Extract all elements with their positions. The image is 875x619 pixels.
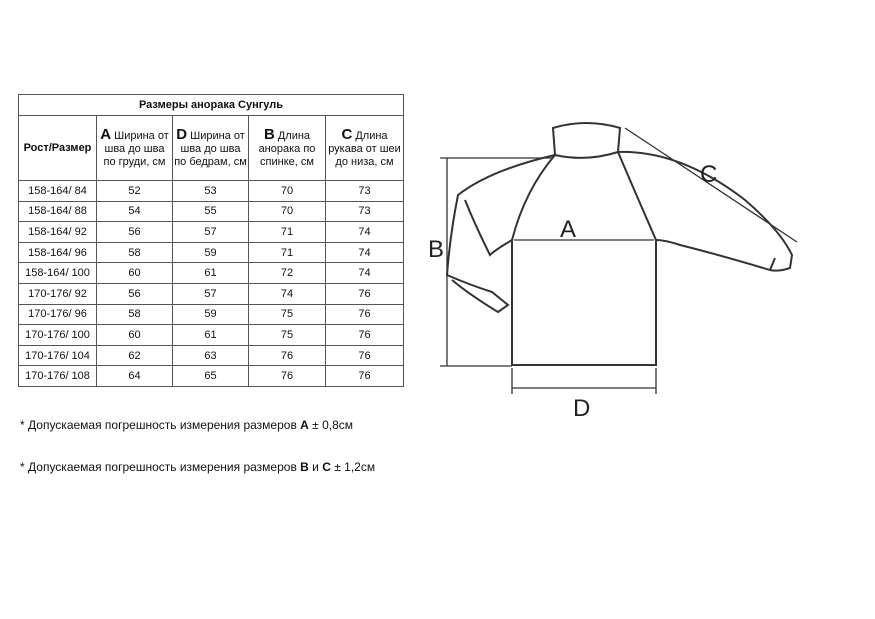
table-cell: 170-176/ 104 [18, 344, 97, 367]
table-cell: 74 [325, 241, 404, 264]
table-cell: 76 [325, 365, 404, 387]
header-d: D Ширина от шва до шва по бедрам, см [172, 115, 249, 181]
anorak-outline [445, 122, 794, 366]
table-cell: 158-164/ 84 [18, 180, 97, 202]
table-cell: 65 [172, 365, 249, 387]
table-cell: 74 [325, 221, 404, 243]
table-row: 170-176/ 108 64 65 76 76 [18, 365, 404, 387]
table-cell: 56 [96, 282, 173, 305]
table-cell: 158-164/ 96 [18, 241, 97, 264]
table-row: 158-164/ 96 58 59 71 74 [18, 241, 404, 264]
label-b: B [428, 236, 444, 263]
label-a: A [560, 216, 576, 243]
table-row: 170-176/ 104 62 63 76 76 [18, 344, 404, 367]
table-cell: 170-176/ 92 [18, 282, 97, 305]
table-row: 170-176/ 96 58 59 75 76 [18, 303, 404, 326]
label-d: D [573, 395, 590, 422]
measure-c-line [624, 127, 798, 243]
tolerance-note-bc: * Допускаемая погрешность измерения разм… [20, 460, 376, 474]
table-row: 170-176/ 92 56 57 74 76 [18, 282, 404, 305]
table-cell: 76 [248, 365, 326, 387]
tolerance-note-a: * Допускаемая погрешность измерения разм… [20, 418, 354, 432]
size-table: Размеры анорака Сунгуль Рост/Размер A Ши… [18, 94, 404, 387]
header-c: C Длина рукава от шеи до низа, см [325, 115, 404, 181]
table-cell: 74 [248, 282, 326, 305]
table-row: 158-164/ 92 56 57 71 74 [18, 221, 404, 243]
table-row: 158-164/ 84 52 53 70 73 [18, 180, 404, 202]
table-cell: 76 [325, 324, 404, 346]
table-cell: 158-164/ 88 [18, 200, 97, 223]
label-c: C [700, 161, 717, 188]
measurement-lines [440, 127, 798, 394]
table-cell: 61 [172, 324, 249, 346]
table-cell: 158-164/ 92 [18, 221, 97, 243]
table-header-row: Рост/Размер A Ширина от шва до шва по гр… [18, 115, 404, 181]
